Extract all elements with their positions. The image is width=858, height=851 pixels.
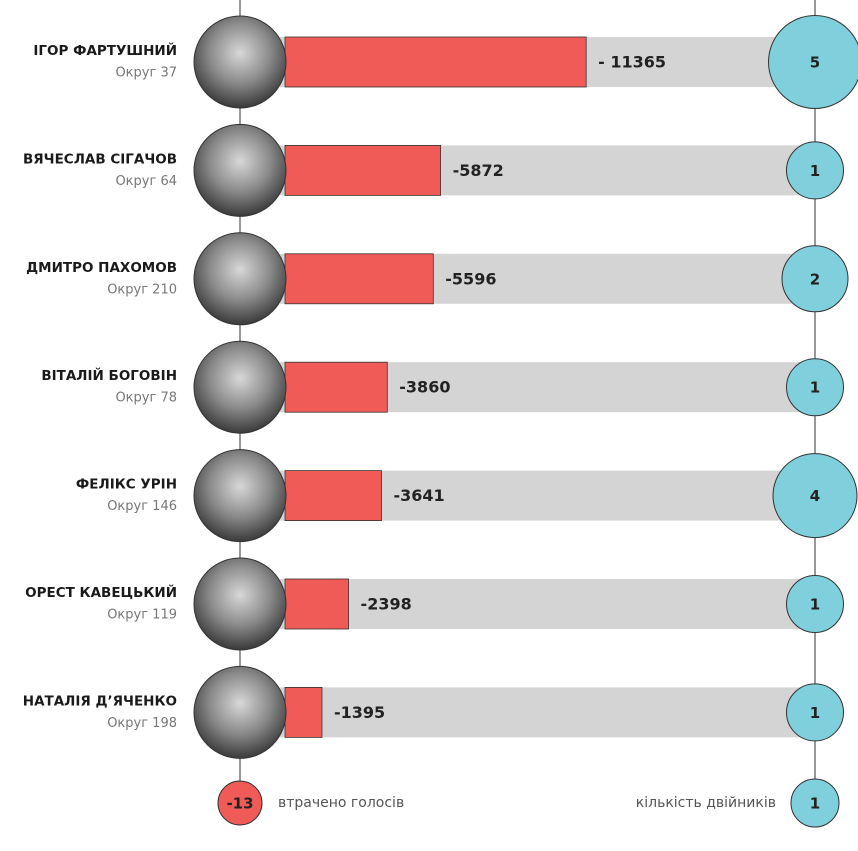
doubles-label: 1 — [810, 162, 820, 180]
bar — [284, 687, 323, 738]
legend-doubles-swatch — [790, 778, 840, 828]
photo — [193, 449, 287, 543]
district: Округ 146 — [107, 499, 177, 514]
bar — [284, 578, 349, 630]
photo — [193, 665, 287, 759]
photo — [193, 557, 287, 651]
bar — [284, 470, 382, 522]
bar-track — [280, 579, 815, 629]
bar — [284, 361, 388, 413]
doubles-label: 1 — [810, 379, 820, 397]
candidate-name: ОРЕСТ КАВЕЦЬКИЙ — [25, 584, 177, 601]
district: Округ 78 — [115, 391, 177, 406]
district: Округ 37 — [115, 66, 177, 81]
photo — [193, 232, 287, 326]
legend-doubles-sample: 1 — [810, 795, 820, 813]
bar — [284, 36, 587, 88]
value-label: -3860 — [399, 378, 450, 397]
district: Округ 64 — [115, 174, 177, 189]
photo — [193, 15, 287, 109]
legend-doubles-label: кількість двійників — [636, 795, 776, 811]
value-label: -1395 — [334, 703, 385, 722]
doubles-label: 2 — [810, 270, 820, 288]
doubles-bubble — [786, 358, 844, 417]
value-label: -2398 — [361, 595, 412, 614]
candidate-name: ФЕЛІКС УРІН — [76, 477, 177, 493]
doubles-bubble — [786, 683, 844, 742]
photo — [193, 340, 287, 434]
legend-votes-label: втрачено голосів — [278, 795, 404, 811]
district: Округ 119 — [107, 608, 177, 623]
candidate-name: ВІТАЛІЙ БОГОВІН — [41, 367, 177, 384]
candidate-name: ІГОР ФАРТУШНИЙ — [33, 42, 177, 59]
candidate-name: ВЯЧЕСЛАВ СІГАЧОВ — [23, 151, 177, 167]
doubles-bubble — [772, 453, 858, 539]
district: Округ 198 — [107, 716, 177, 731]
doubles-bubble — [768, 15, 858, 109]
value-label: -5872 — [453, 161, 504, 180]
district: Округ 210 — [107, 282, 177, 297]
value-label: -5596 — [445, 269, 496, 288]
doubles-bubble — [786, 141, 844, 200]
legend-votes-swatch — [217, 780, 263, 826]
doubles-bubble — [786, 575, 844, 633]
doubles-label: 5 — [810, 54, 820, 72]
candidate-name: НАТАЛІЯ Д’ЯЧЕНКО — [23, 693, 177, 709]
candidate-name: ДМИТРО ПАХОМОВ — [26, 260, 177, 276]
doubles-label: 4 — [810, 487, 820, 505]
legend-votes-sample: -13 — [226, 795, 253, 813]
bar — [284, 253, 434, 305]
doubles-label: 1 — [810, 596, 820, 614]
value-label: -3641 — [393, 486, 444, 505]
doubles-label: 1 — [810, 704, 820, 722]
value-label: - 11365 — [598, 53, 666, 72]
bar-track — [280, 687, 815, 738]
photo — [193, 123, 287, 217]
doubles-bubble — [781, 245, 849, 313]
bar — [284, 144, 442, 196]
